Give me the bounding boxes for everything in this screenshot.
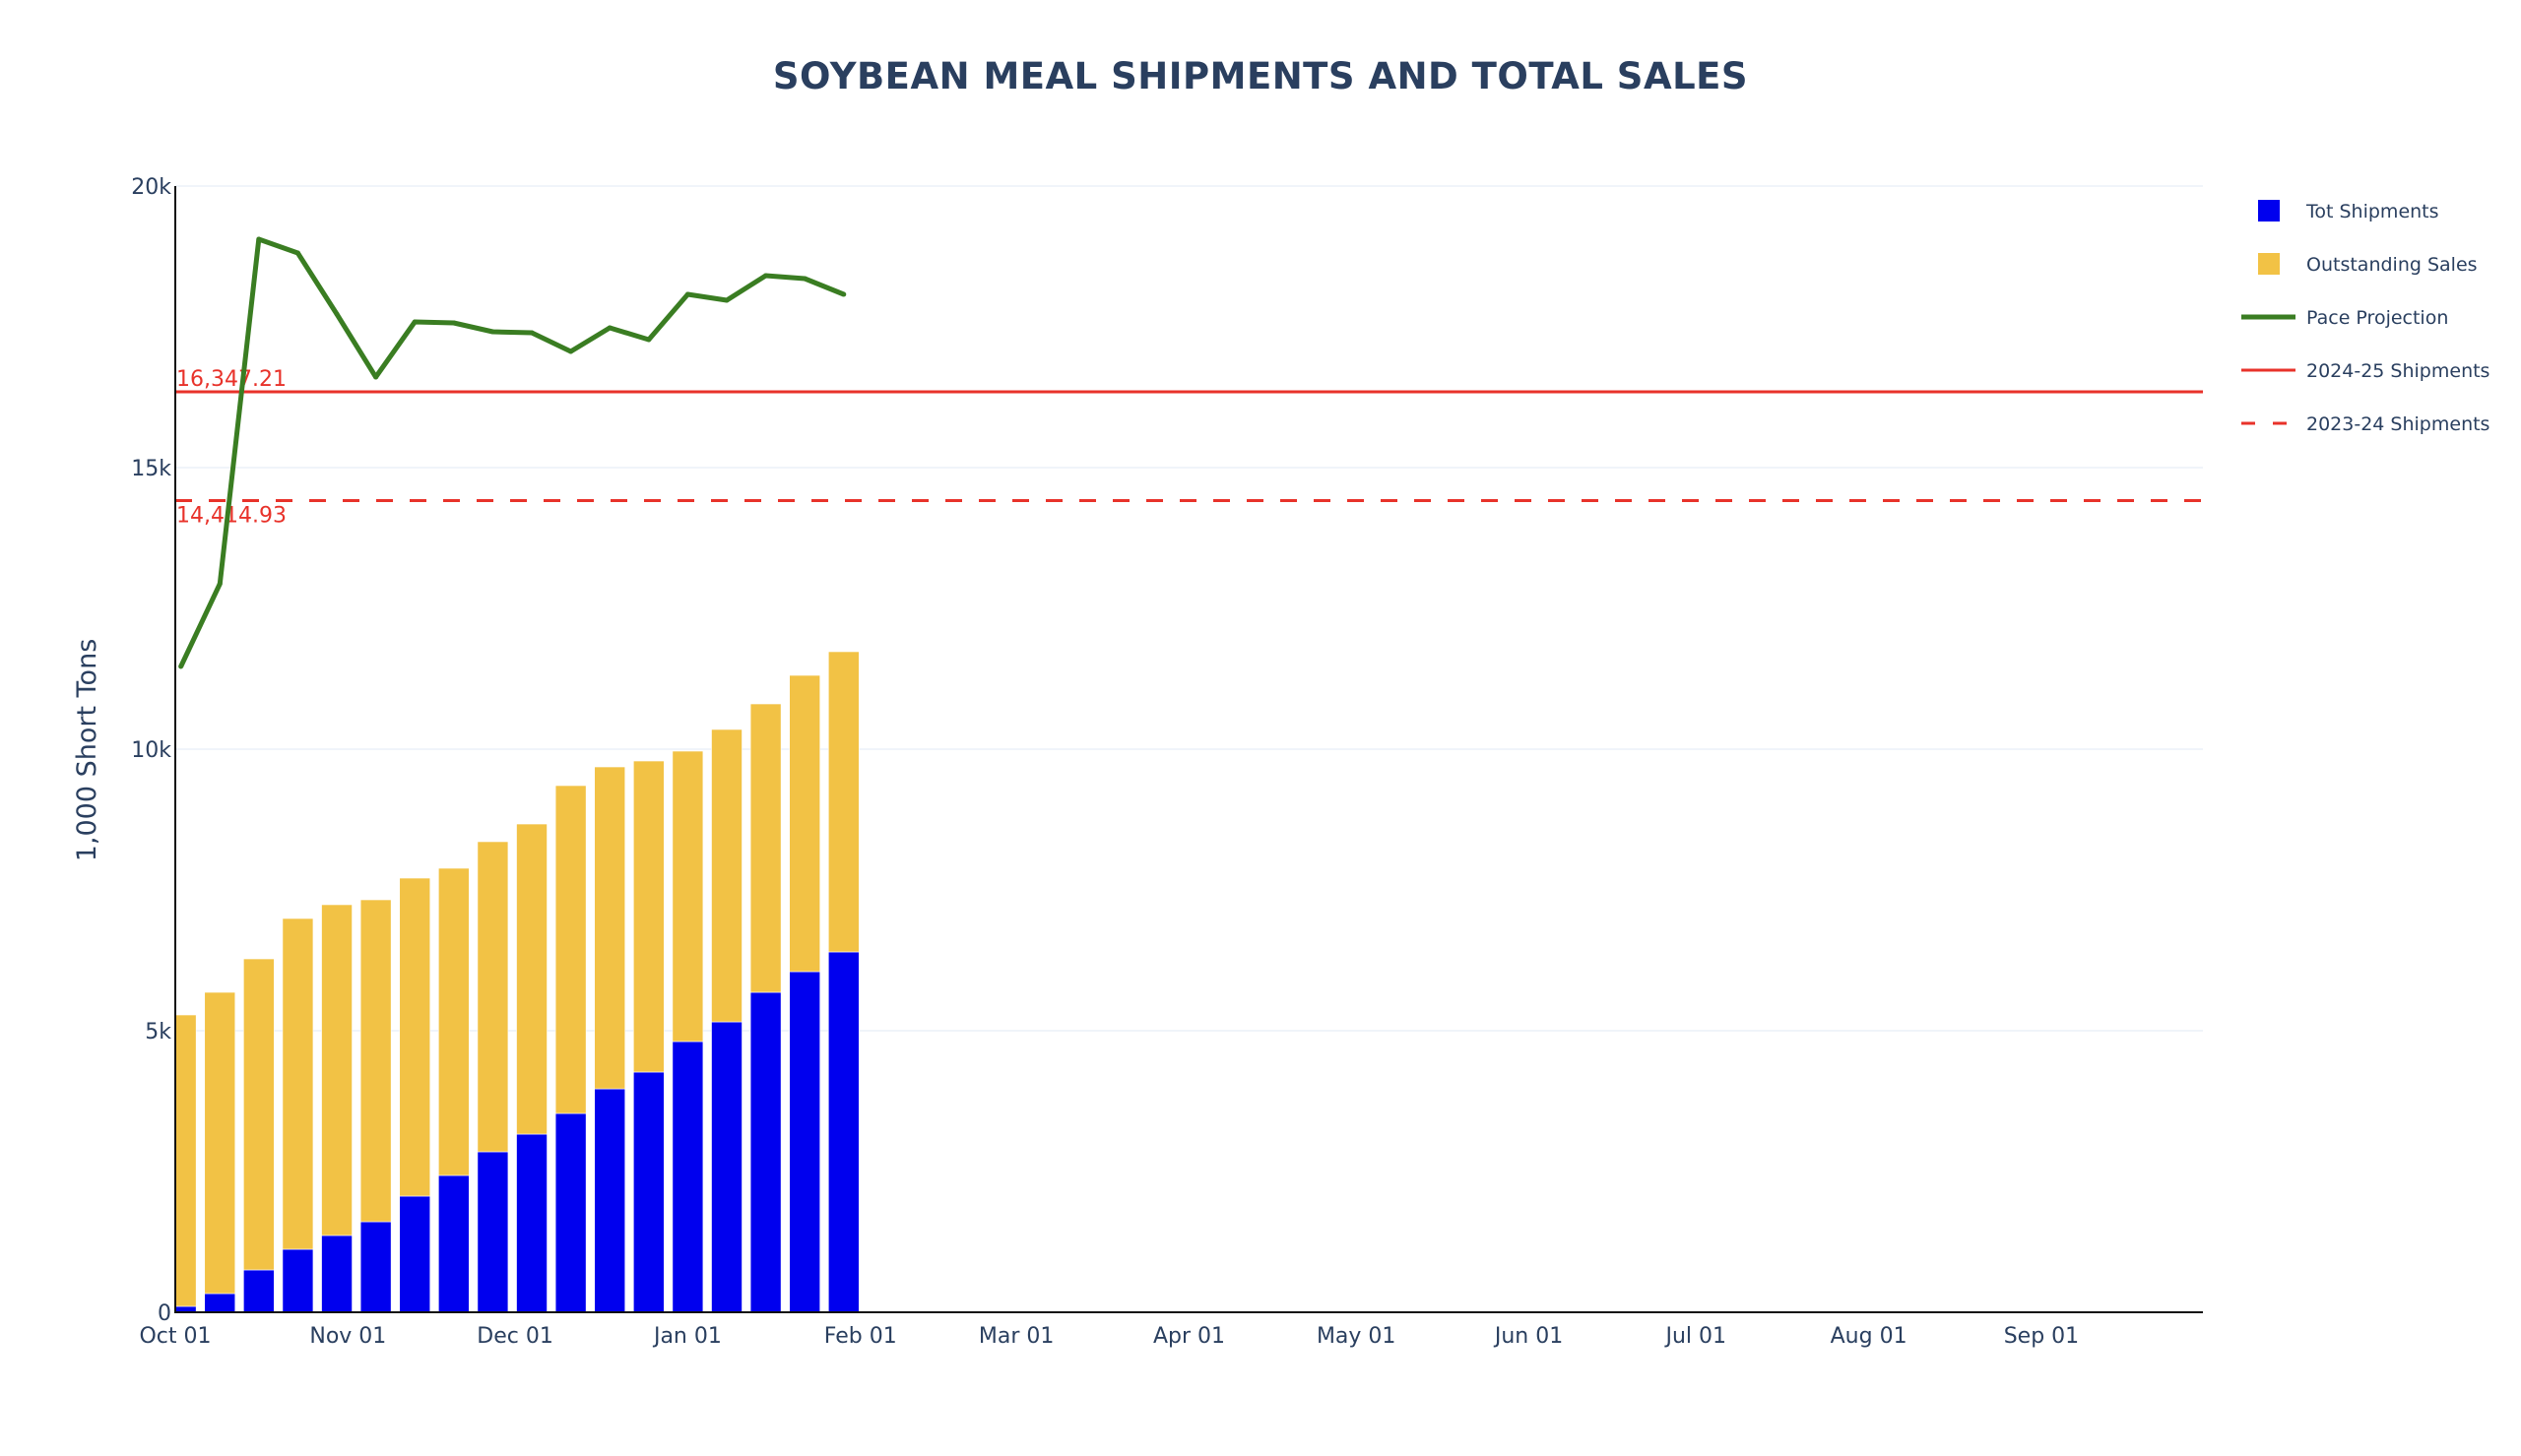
x-tick-label: Jan 01 xyxy=(652,1324,722,1349)
pace-projection-layer xyxy=(178,236,847,669)
pace-projection-point xyxy=(724,297,730,303)
x-tick-label: Mar 01 xyxy=(979,1324,1055,1349)
x-tick-label: Sep 01 xyxy=(2004,1324,2079,1349)
bar-tot-shipments xyxy=(282,1248,314,1313)
pace-projection-point xyxy=(256,236,262,242)
chart-title: SOYBEAN MEAL SHIPMENTS AND TOTAL SALES xyxy=(772,55,1749,97)
y-tick-label: 15k xyxy=(131,457,171,481)
x-tick-label: Dec 01 xyxy=(477,1324,553,1349)
bar-outstanding-sales xyxy=(204,991,236,1295)
bar-outstanding-sales xyxy=(321,904,353,1236)
legend-label: 2024-25 Shipments xyxy=(2306,360,2489,382)
pace-projection-point xyxy=(178,664,184,669)
pace-projection-point xyxy=(646,337,652,343)
pace-projection-point xyxy=(451,320,457,326)
reference-line-annotation: 14,414.93 xyxy=(176,503,287,528)
pace-projection-point xyxy=(607,325,613,331)
pace-projection-point xyxy=(529,330,535,336)
pace-projection-point xyxy=(802,276,808,282)
x-tick-label: May 01 xyxy=(1317,1324,1395,1349)
legend-item[interactable]: 2024-25 Shipments xyxy=(2241,360,2489,382)
legend-label: 2023-24 Shipments xyxy=(2306,413,2489,435)
legend-item[interactable]: Pace Projection xyxy=(2241,307,2448,329)
bar-outstanding-sales xyxy=(359,899,392,1223)
bar-outstanding-sales xyxy=(174,1014,197,1307)
pace-projection-point xyxy=(763,273,769,279)
y-tick-label: 0 xyxy=(158,1301,171,1326)
pace-projection-point xyxy=(412,319,418,325)
bar-outstanding-sales xyxy=(477,841,509,1153)
y-tick-label: 10k xyxy=(131,738,171,763)
bar-outstanding-sales xyxy=(554,785,587,1114)
legend-item[interactable]: Tot Shipments xyxy=(2258,200,2439,222)
bar-outstanding-sales xyxy=(243,958,275,1271)
x-tick-label: Jul 01 xyxy=(1663,1324,1726,1349)
bar-tot-shipments xyxy=(243,1269,275,1313)
legend[interactable]: Tot Shipments Outstanding Sales Pace Proje… xyxy=(2241,200,2489,435)
bar-outstanding-sales xyxy=(711,728,743,1023)
bar-outstanding-sales xyxy=(672,750,704,1043)
y-tick-label: 5k xyxy=(145,1020,171,1045)
bar-outstanding-sales xyxy=(282,918,314,1250)
y-axis-title: 1,000 Short Tons xyxy=(72,639,102,862)
axes: 0 5k 10k 15k 20k Oct 01 Nov 01 Dec 01 Jan 01 Feb … xyxy=(131,175,2203,1349)
bar-outstanding-sales xyxy=(438,867,470,1176)
pace-projection-point xyxy=(489,329,495,335)
bar-outstanding-sales xyxy=(399,877,431,1197)
bar-tot-shipments xyxy=(827,951,860,1313)
bar-tot-shipments xyxy=(321,1234,353,1313)
pace-projection-point xyxy=(373,374,379,380)
x-tick-label: Feb 01 xyxy=(824,1324,897,1349)
bar-tot-shipments xyxy=(359,1221,392,1313)
bar-tot-shipments xyxy=(516,1133,548,1313)
bar-tot-shipments xyxy=(711,1021,743,1313)
legend-swatch-outstanding xyxy=(2258,253,2280,275)
legend-swatch-shipments xyxy=(2258,200,2280,222)
bar-tot-shipments xyxy=(789,971,820,1313)
pace-projection-point xyxy=(568,348,574,354)
bar-tot-shipments xyxy=(594,1088,626,1313)
legend-label: Pace Projection xyxy=(2306,307,2448,329)
bar-tot-shipments xyxy=(633,1071,665,1313)
bar-outstanding-sales xyxy=(827,651,860,953)
x-tick-label: Apr 01 xyxy=(1153,1324,1225,1349)
bar-tot-shipments xyxy=(399,1195,431,1313)
bar-outstanding-sales xyxy=(789,674,820,973)
reference-line-annotation: 16,347.21 xyxy=(176,367,287,392)
x-tick-label: Jun 01 xyxy=(1493,1324,1563,1349)
pace-projection-point xyxy=(334,311,340,317)
legend-item[interactable]: 2023-24 Shipments xyxy=(2241,413,2489,435)
reference-lines: 16,347.21 14,414.93 xyxy=(175,367,2203,528)
x-tick-label: Nov 01 xyxy=(309,1324,386,1349)
legend-label: Outstanding Sales xyxy=(2306,254,2478,276)
bar-tot-shipments xyxy=(438,1174,470,1313)
legend-item[interactable]: Outstanding Sales xyxy=(2258,253,2478,276)
bar-tot-shipments xyxy=(477,1151,509,1313)
gridlines xyxy=(175,185,2203,1032)
pace-projection-point xyxy=(294,250,300,256)
bar-layer xyxy=(174,651,860,1313)
bar-outstanding-sales xyxy=(749,703,782,993)
bar-tot-shipments xyxy=(554,1112,587,1313)
pace-projection-point xyxy=(684,291,690,297)
x-tick-label: Aug 01 xyxy=(1831,1324,1907,1349)
bar-tot-shipments xyxy=(749,991,782,1313)
y-tick-label: 20k xyxy=(131,175,171,200)
bar-outstanding-sales xyxy=(516,823,548,1135)
bar-outstanding-sales xyxy=(633,760,665,1073)
pace-projection-point xyxy=(841,291,847,297)
x-tick-label: Oct 01 xyxy=(139,1324,211,1349)
bar-tot-shipments xyxy=(672,1041,704,1313)
legend-label: Tot Shipments xyxy=(2305,201,2439,222)
pace-projection-line xyxy=(178,236,845,668)
pace-projection-point xyxy=(217,581,223,587)
bar-outstanding-sales xyxy=(594,766,626,1090)
bar-tot-shipments xyxy=(204,1293,236,1313)
